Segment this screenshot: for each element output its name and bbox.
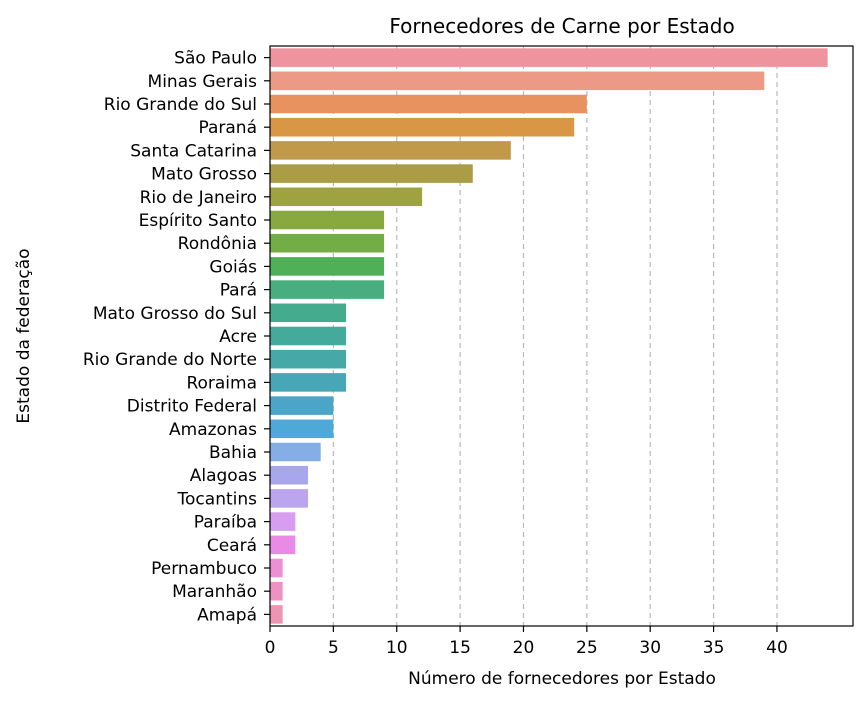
bar — [270, 535, 296, 555]
y-tick-label: Acre — [219, 327, 257, 347]
y-tick-labels: São Paulo Minas Gerais Rio Grande do Sul Pa… — [83, 49, 257, 626]
y-tick-label: Santa Catarina — [130, 141, 257, 161]
bar — [270, 117, 575, 137]
x-tick-label: 15 — [449, 638, 471, 658]
y-tick-label: Paraíba — [194, 513, 257, 533]
y-tick-label: Rio Grande do Sul — [104, 95, 257, 115]
bar — [270, 465, 309, 485]
bar — [270, 280, 385, 299]
y-tick-label: Pará — [220, 281, 257, 301]
y-tick-label: Alagoas — [190, 466, 257, 486]
y-tick-label: Amazonas — [169, 420, 257, 440]
y-tick-label: Ceará — [207, 536, 257, 556]
y-tick-label: Goiás — [209, 257, 257, 277]
y-tick-label: Rondônia — [178, 234, 257, 254]
chart-title: Fornecedores de Carne por Estado — [389, 14, 734, 38]
bar — [270, 71, 765, 91]
x-tick-label: 30 — [639, 638, 661, 658]
bar — [270, 187, 423, 207]
y-tick-label: Rio de Janeiro — [140, 188, 257, 208]
bar — [270, 419, 334, 439]
bar — [270, 94, 587, 114]
y-tick-label: Espírito Santo — [139, 211, 257, 231]
bar — [270, 257, 385, 276]
y-tick-label: Tocantins — [177, 489, 258, 509]
bars — [270, 48, 828, 624]
bar — [270, 164, 473, 183]
bar — [270, 141, 511, 160]
y-tick-label: Distrito Federal — [127, 397, 257, 417]
bar — [270, 373, 347, 392]
x-tick-label: 25 — [576, 638, 598, 658]
x-tick-label: 5 — [328, 638, 339, 658]
x-tick-label: 35 — [703, 638, 725, 658]
x-tick-label: 40 — [766, 638, 788, 658]
bar — [270, 326, 347, 346]
y-tick-label: Bahia — [209, 443, 257, 463]
bar — [270, 605, 283, 624]
bar — [270, 489, 309, 508]
axes — [264, 45, 854, 632]
y-tick-label: Minas Gerais — [148, 72, 258, 92]
y-tick-label: Pernambuco — [151, 559, 257, 579]
y-tick-label: Paraná — [198, 118, 257, 138]
bar — [270, 48, 828, 67]
bar — [270, 512, 296, 531]
y-tick-label: Rio Grande do Norte — [83, 350, 257, 370]
bar — [270, 396, 334, 415]
bar — [270, 303, 347, 323]
x-tick-label: 20 — [513, 638, 535, 658]
bar — [270, 349, 347, 369]
bar — [270, 442, 321, 462]
bar — [270, 581, 283, 601]
y-tick-label: Maranhão — [172, 582, 257, 602]
x-axis-title: Número de fornecedores por Estado — [408, 669, 716, 689]
x-tick-label: 0 — [265, 638, 276, 658]
bar — [270, 558, 283, 578]
plot-frame — [269, 45, 854, 627]
y-tick-label: Roraima — [186, 373, 257, 393]
x-tick-labels: 0 5 10 15 20 25 30 35 40 — [265, 638, 788, 658]
y-tick-label: Mato Grosso — [151, 165, 257, 185]
y-tick-label: São Paulo — [174, 49, 257, 69]
bar — [270, 233, 385, 253]
x-tick-label: 10 — [386, 638, 408, 658]
y-axis-title: Estado da federação — [14, 248, 34, 423]
bar — [270, 210, 385, 230]
y-tick-label: Mato Grosso do Sul — [93, 304, 257, 324]
y-tick-label: Amapá — [197, 605, 257, 625]
